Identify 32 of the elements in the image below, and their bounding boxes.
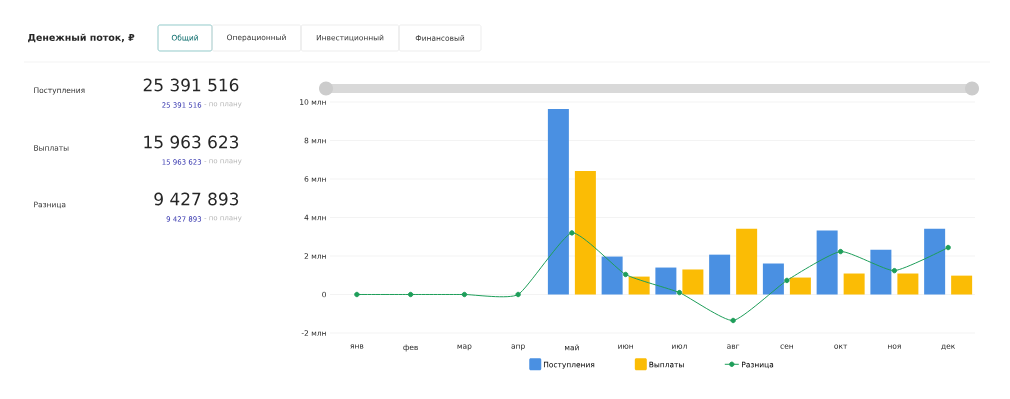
bar xyxy=(951,275,973,295)
bar xyxy=(924,228,946,295)
point xyxy=(945,244,951,251)
point xyxy=(784,277,790,284)
bar xyxy=(574,170,596,295)
point xyxy=(837,248,844,255)
text: 25 391 516 xyxy=(143,78,239,92)
point xyxy=(515,291,521,298)
bar xyxy=(709,254,731,295)
bar xyxy=(870,249,892,295)
bar xyxy=(897,273,919,295)
bar xyxy=(682,269,704,295)
bar xyxy=(816,230,838,295)
bar xyxy=(547,108,569,295)
bar xyxy=(655,267,677,295)
point xyxy=(461,291,468,298)
text: Денежный поток, ₽ xyxy=(28,33,135,43)
point xyxy=(407,291,414,298)
point xyxy=(354,291,360,298)
bar xyxy=(789,277,811,295)
point xyxy=(891,267,898,274)
bar xyxy=(601,256,623,295)
bar xyxy=(843,273,865,295)
point xyxy=(676,289,683,296)
point xyxy=(622,271,629,278)
bar xyxy=(628,276,650,295)
point xyxy=(730,317,736,324)
bar xyxy=(762,263,784,295)
point xyxy=(569,230,575,236)
text: 15 963 623 xyxy=(144,135,239,149)
text: 9 427 893 xyxy=(154,192,239,206)
bar xyxy=(736,228,758,295)
